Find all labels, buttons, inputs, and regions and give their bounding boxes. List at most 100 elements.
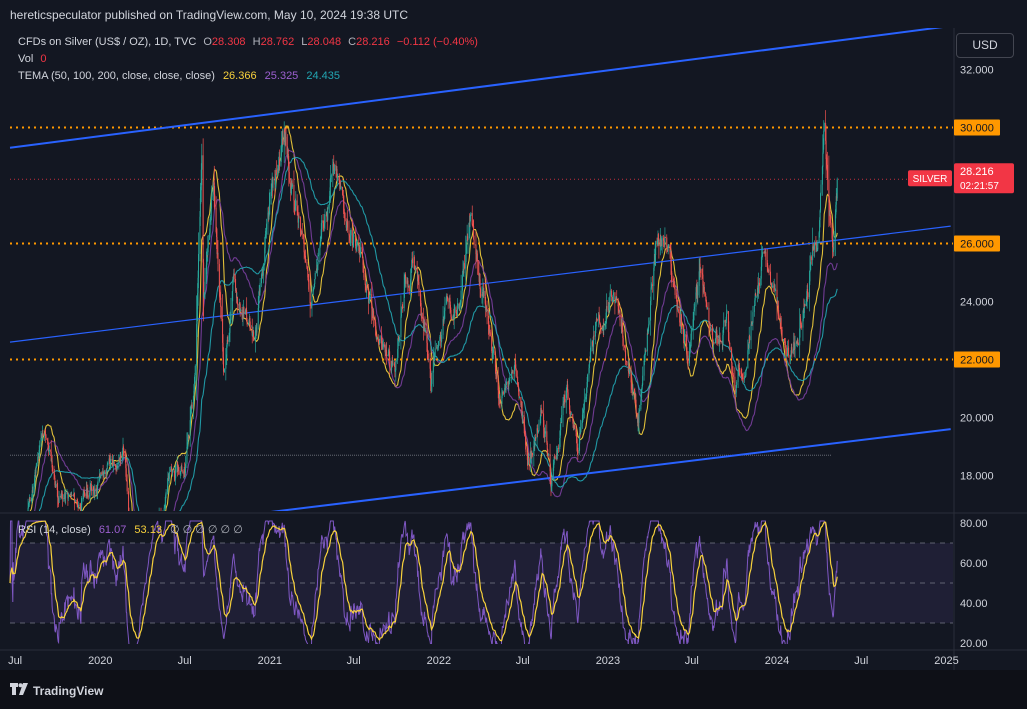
candle[interactable] xyxy=(167,471,169,495)
candle[interactable] xyxy=(544,427,546,443)
candle[interactable] xyxy=(345,212,347,222)
candle[interactable] xyxy=(498,388,500,408)
candle[interactable] xyxy=(297,206,299,215)
candle[interactable] xyxy=(728,321,730,343)
candle[interactable] xyxy=(100,471,102,475)
candle[interactable] xyxy=(282,130,284,145)
candle[interactable] xyxy=(666,234,668,254)
candle[interactable] xyxy=(674,277,676,290)
candle[interactable] xyxy=(612,294,614,303)
candle[interactable] xyxy=(528,456,530,471)
candle[interactable] xyxy=(116,462,118,470)
candle[interactable] xyxy=(638,408,640,435)
candle[interactable] xyxy=(416,260,418,274)
candle[interactable] xyxy=(108,455,110,467)
candle[interactable] xyxy=(632,384,634,400)
candle[interactable] xyxy=(55,480,57,488)
candle[interactable] xyxy=(52,464,54,474)
candle[interactable] xyxy=(168,466,170,484)
candle[interactable] xyxy=(29,497,31,503)
candle[interactable] xyxy=(230,297,232,324)
candle[interactable] xyxy=(791,343,793,358)
candle[interactable] xyxy=(306,259,308,270)
candle[interactable] xyxy=(434,340,436,358)
candle[interactable] xyxy=(486,300,488,325)
candle[interactable] xyxy=(826,151,828,191)
candle[interactable] xyxy=(382,339,384,350)
candle[interactable] xyxy=(351,219,353,251)
candle[interactable] xyxy=(91,480,93,496)
candle[interactable] xyxy=(807,291,809,300)
candle[interactable] xyxy=(337,173,339,181)
candle[interactable] xyxy=(580,420,582,433)
candle[interactable] xyxy=(363,270,365,281)
candle[interactable] xyxy=(729,346,731,351)
candle[interactable] xyxy=(215,196,217,234)
candle[interactable] xyxy=(235,274,237,293)
candle[interactable] xyxy=(222,294,224,352)
candle[interactable] xyxy=(609,284,611,301)
candle[interactable] xyxy=(220,305,222,322)
candle[interactable] xyxy=(735,384,737,398)
candle[interactable] xyxy=(768,265,770,276)
candle[interactable] xyxy=(191,402,193,410)
candle[interactable] xyxy=(775,288,777,292)
candle[interactable] xyxy=(572,419,574,429)
candle[interactable] xyxy=(437,340,439,351)
candle[interactable] xyxy=(499,397,501,409)
candle[interactable] xyxy=(89,480,91,501)
candle[interactable] xyxy=(473,219,475,240)
candle[interactable] xyxy=(199,182,201,226)
candle[interactable] xyxy=(158,519,159,521)
candle[interactable] xyxy=(330,173,332,183)
candle[interactable] xyxy=(780,315,782,334)
candle[interactable] xyxy=(249,321,251,331)
candle[interactable] xyxy=(653,248,655,271)
candle[interactable] xyxy=(258,285,260,304)
candle[interactable] xyxy=(299,216,301,237)
candle[interactable] xyxy=(353,235,355,237)
candle[interactable] xyxy=(212,181,214,201)
candle[interactable] xyxy=(540,404,542,417)
candle[interactable] xyxy=(646,328,648,356)
candle[interactable] xyxy=(57,497,59,505)
candle[interactable] xyxy=(561,406,563,424)
currency-button[interactable]: USD xyxy=(956,33,1014,58)
candle[interactable] xyxy=(45,429,47,443)
candle[interactable] xyxy=(243,306,245,319)
candle[interactable] xyxy=(309,271,311,318)
candle[interactable] xyxy=(298,212,300,219)
candle[interactable] xyxy=(236,296,238,314)
candle[interactable] xyxy=(553,463,555,471)
candle[interactable] xyxy=(272,176,274,191)
candle[interactable] xyxy=(835,188,837,213)
candle[interactable] xyxy=(535,433,537,441)
candle[interactable] xyxy=(449,294,451,314)
candle[interactable] xyxy=(162,512,163,522)
candle[interactable] xyxy=(212,189,214,201)
candle[interactable] xyxy=(833,231,835,257)
candle[interactable] xyxy=(509,374,511,382)
candle[interactable] xyxy=(353,230,355,248)
candle[interactable] xyxy=(361,243,363,259)
candle[interactable] xyxy=(402,301,404,313)
candle[interactable] xyxy=(518,396,520,399)
candle[interactable] xyxy=(198,232,200,289)
candle[interactable] xyxy=(643,355,645,381)
candle[interactable] xyxy=(638,404,640,413)
candle[interactable] xyxy=(65,490,67,505)
candle[interactable] xyxy=(690,325,692,347)
candle[interactable] xyxy=(723,312,725,333)
candle[interactable] xyxy=(677,299,679,310)
candle[interactable] xyxy=(515,368,517,378)
candle[interactable] xyxy=(681,314,683,335)
candle[interactable] xyxy=(204,267,206,300)
candle[interactable] xyxy=(74,499,76,503)
candle[interactable] xyxy=(677,308,679,314)
candle[interactable] xyxy=(455,305,457,317)
candle[interactable] xyxy=(650,282,652,290)
candle[interactable] xyxy=(355,227,357,249)
candle[interactable] xyxy=(765,248,767,267)
candle[interactable] xyxy=(285,128,287,155)
candle[interactable] xyxy=(160,507,162,517)
